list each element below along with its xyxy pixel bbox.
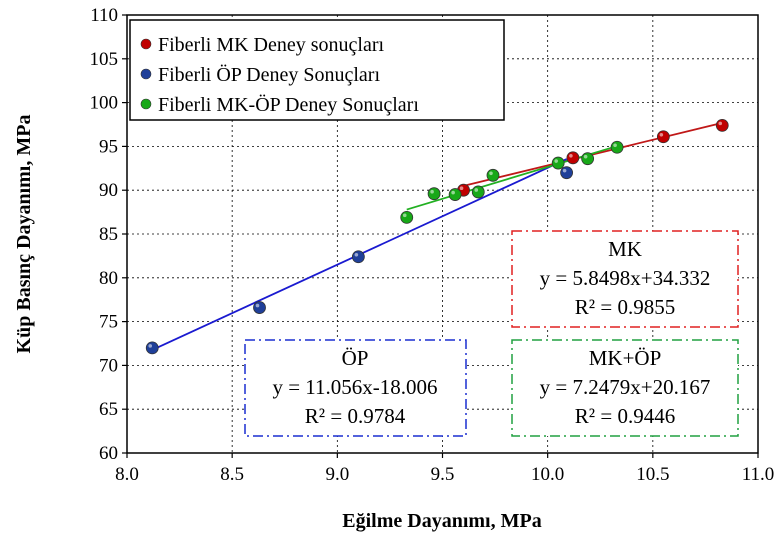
annotation-mkop-equation: y = 7.2479x+20.167	[540, 375, 711, 399]
legend-frame	[129, 19, 505, 121]
x-tick-label: 10.5	[636, 464, 669, 485]
data-point-mk	[715, 118, 729, 132]
legend: Fiberli MK Deney sonuçları Fiberli ÖP De…	[129, 19, 505, 121]
annotation-mk-frame	[511, 230, 739, 328]
data-point-mkop	[400, 210, 414, 224]
annotation-mkop-r2: R² = 0.9446	[575, 404, 675, 428]
y-tick-label: 85	[99, 224, 118, 245]
annotation-op: ÖP y = 11.056x-18.006 R² = 0.9784	[244, 339, 467, 437]
x-tick-label: 8.5	[220, 464, 244, 485]
annotation-mkop: MK+ÖP y = 7.2479x+20.167 R² = 0.9446	[511, 339, 739, 437]
legend-label-op: Fiberli ÖP Deney Sonuçları	[158, 63, 380, 86]
annotation-mkop-title: MK+ÖP	[589, 346, 662, 370]
data-point-mk-highlight	[659, 132, 664, 137]
y-tick-label: 60	[99, 443, 118, 464]
data-point-op	[253, 301, 266, 314]
annotation-op-equation: y = 11.056x-18.006	[272, 375, 437, 399]
annotation-mk: MK y = 5.8498x+34.332 R² = 0.9855	[511, 230, 739, 328]
legend-marker-mkop	[140, 98, 152, 110]
data-point-op	[351, 250, 365, 264]
data-point-op-highlight	[562, 168, 567, 173]
annotation-mk-r2: R² = 0.9855	[575, 295, 675, 319]
x-tick-label: 10.0	[531, 464, 564, 485]
data-point-mkop-highlight	[474, 188, 479, 192]
data-point-mkop-highlight	[489, 171, 493, 176]
x-axis-ticks: 8.0 8.5 9.0 9.5 10.0 10.5 11.0	[115, 453, 774, 485]
data-point-op-highlight	[255, 303, 260, 308]
y-tick-label: 75	[99, 312, 118, 333]
annotation-mk-equation: y = 5.8498x+34.332	[540, 266, 711, 290]
y-tick-label: 95	[99, 136, 118, 157]
data-point-mkop	[551, 156, 565, 170]
data-point-op-highlight	[354, 252, 359, 257]
y-tick-label: 70	[99, 355, 118, 376]
y-tick-label: 100	[90, 93, 119, 114]
annotation-op-r2: R² = 0.9784	[305, 404, 406, 428]
data-point-mkop-highlight	[613, 143, 617, 148]
data-point-mkop	[486, 168, 500, 182]
data-point-mk	[656, 130, 670, 144]
y-axis-title: Küp Basınç Dayanımı, MPa	[13, 115, 35, 354]
annotation-mkop-frame	[511, 339, 739, 437]
data-point-mk-highlight	[718, 121, 723, 126]
x-tick-label: 11.0	[742, 464, 775, 485]
y-tick-label: 105	[90, 49, 119, 70]
y-tick-label: 80	[99, 268, 118, 289]
data-point-mkop-highlight	[554, 159, 558, 163]
legend-marker-op	[140, 68, 152, 80]
trendline-mk	[463, 122, 723, 187]
x-axis-title: Eğilme Dayanımı, MPa	[342, 510, 541, 532]
data-point-mkop	[448, 188, 462, 201]
x-tick-label: 8.0	[115, 464, 139, 485]
data-point-op	[560, 166, 573, 180]
annotation-op-title: ÖP	[342, 346, 369, 370]
y-axis-ticks: 60 65 70 75 80 85 90 95 100 105 110	[90, 5, 127, 464]
data-point-mkop	[581, 152, 595, 166]
y-tick-label: 110	[90, 5, 118, 26]
data-point-mkop	[427, 187, 441, 201]
data-point-op	[145, 341, 159, 355]
data-point-mkop-highlight	[451, 190, 455, 195]
legend-marker-mk	[140, 38, 152, 50]
data-point-op-highlight	[148, 344, 153, 348]
data-point-mk-highlight	[459, 186, 464, 190]
y-tick-label: 65	[99, 399, 118, 420]
y-tick-label: 90	[99, 180, 118, 201]
annotation-op-frame	[244, 339, 467, 437]
x-tick-label: 9.5	[431, 464, 455, 485]
legend-label-mk: Fiberli MK Deney sonuçları	[158, 34, 385, 56]
data-points	[145, 118, 729, 355]
legend-label-mkop: Fiberli MK-ÖP Deney Sonuçları	[158, 93, 419, 116]
data-point-mkop-highlight	[402, 213, 407, 218]
data-point-mkop	[471, 185, 485, 199]
data-point-mkop-highlight	[583, 154, 588, 159]
x-tick-label: 9.0	[325, 464, 349, 485]
data-point-mk	[566, 151, 580, 165]
data-point-mkop-highlight	[430, 189, 434, 194]
annotation-mk-title: MK	[608, 237, 642, 261]
data-point-mkop	[610, 140, 624, 154]
data-point-mk-highlight	[569, 153, 573, 158]
